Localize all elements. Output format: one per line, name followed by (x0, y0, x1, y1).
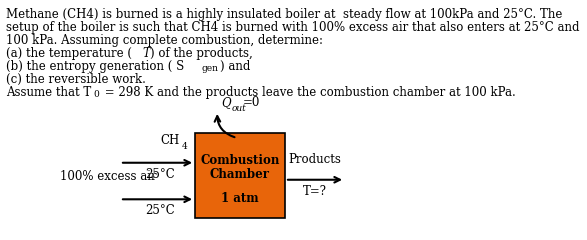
Text: out: out (231, 104, 246, 113)
Text: T=?: T=? (303, 185, 327, 198)
Text: Combustion: Combustion (200, 155, 279, 168)
Text: ) and: ) and (220, 60, 251, 73)
Text: (c) the reversible work.: (c) the reversible work. (6, 73, 146, 86)
Text: 0: 0 (93, 90, 99, 99)
Text: 100% excess air: 100% excess air (60, 170, 157, 183)
Text: CH: CH (161, 134, 180, 147)
Text: setup of the boiler is such that CH4 is burned with 100% excess air that also en: setup of the boiler is such that CH4 is … (6, 21, 579, 34)
Text: Methane (CH4) is burned is a highly insulated boiler at  steady flow at 100kPa a: Methane (CH4) is burned is a highly insu… (6, 8, 562, 21)
Text: 100 kPa. Assuming complete combustion, determine:: 100 kPa. Assuming complete combustion, d… (6, 34, 323, 47)
Text: =0: =0 (243, 96, 261, 109)
Text: = 298 K and the products leave the combustion chamber at 100 kPa.: = 298 K and the products leave the combu… (101, 86, 516, 99)
Text: 25°C: 25°C (145, 168, 175, 181)
Text: 1 atm: 1 atm (221, 192, 259, 204)
Text: (a) the temperature (: (a) the temperature ( (6, 47, 132, 60)
Text: 25°C: 25°C (145, 204, 175, 217)
Text: gen: gen (202, 64, 219, 73)
Text: Assume that T: Assume that T (6, 86, 91, 99)
Text: Chamber: Chamber (210, 168, 270, 181)
Bar (195, 133, 285, 218)
Text: Products: Products (289, 153, 342, 166)
Text: (b) the entropy generation ( S: (b) the entropy generation ( S (6, 60, 184, 73)
Text: Q: Q (221, 96, 231, 109)
Text: T: T (142, 47, 150, 60)
Text: ) of the products,: ) of the products, (150, 47, 253, 60)
Text: 4: 4 (182, 142, 188, 151)
